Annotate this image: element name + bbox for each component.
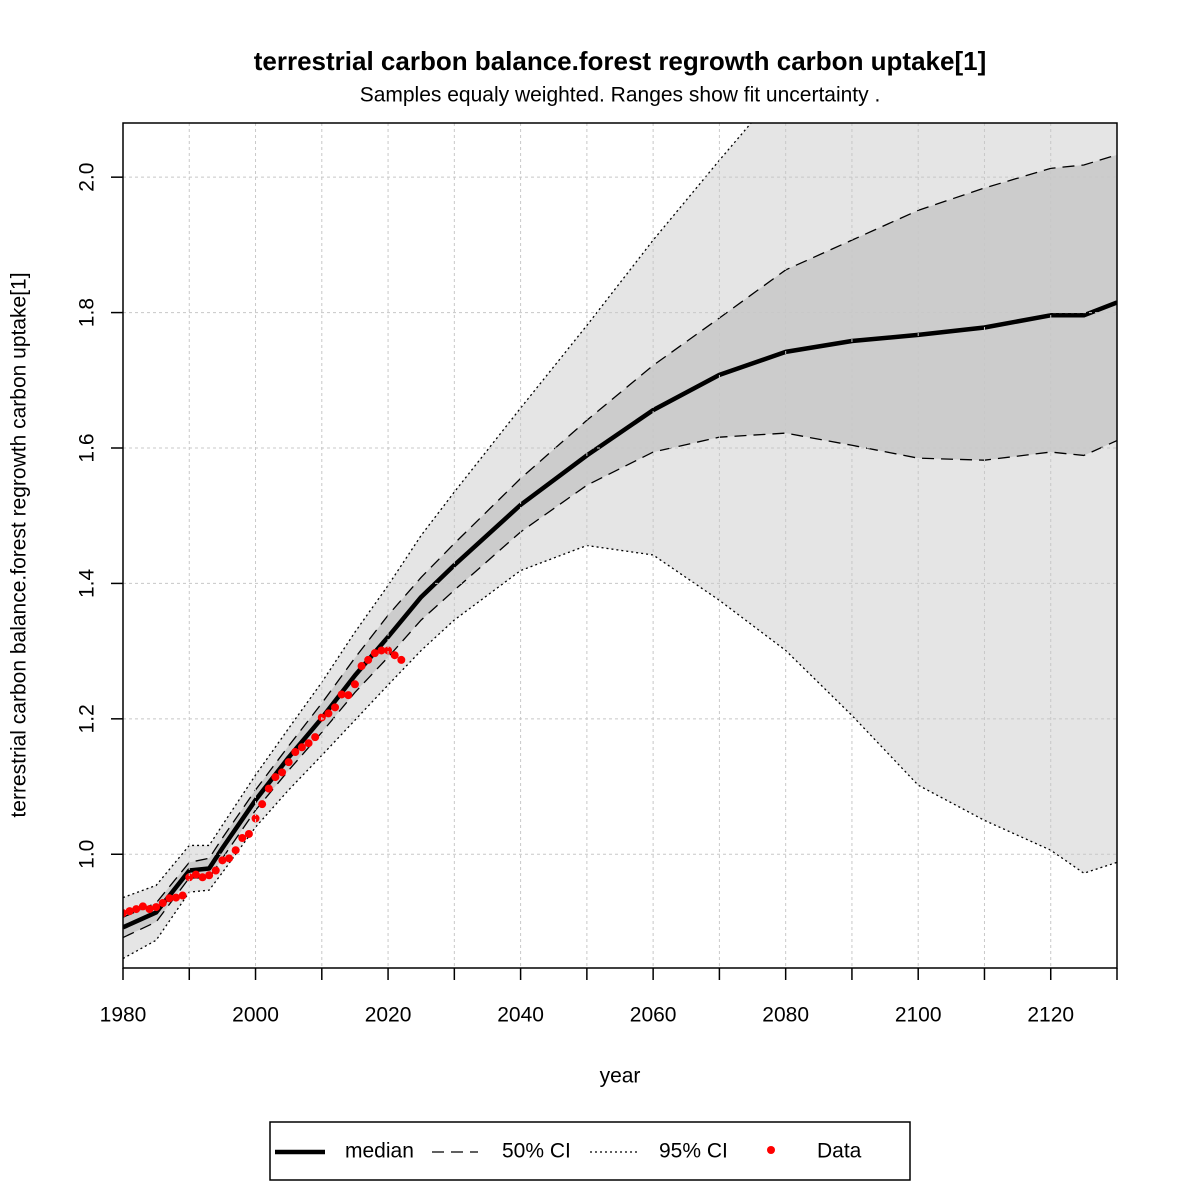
- data-point: [158, 899, 167, 907]
- data-point: [297, 743, 306, 752]
- data-point: [337, 690, 346, 699]
- y-tick-label: 1.8: [76, 298, 99, 327]
- data-point: [231, 846, 240, 855]
- data-point: [178, 891, 187, 900]
- data-point: [238, 834, 247, 842]
- data-point: [278, 768, 287, 777]
- data-point: [291, 748, 300, 757]
- legend-label: 50% CI: [502, 1140, 571, 1163]
- plot-border: [122, 122, 1118, 969]
- chart-title: terrestrial carbon balance.forest regrow…: [254, 46, 987, 76]
- legend-swatch: [767, 1146, 775, 1154]
- ci-line: [123, 544, 1117, 960]
- legend-box: [269, 1121, 911, 1181]
- median-line: [123, 300, 1117, 930]
- data-point: [251, 814, 260, 823]
- x-tick-label: 2020: [365, 1004, 412, 1027]
- data-point: [384, 646, 393, 655]
- x-tick-label: 2080: [762, 1004, 809, 1027]
- data-point: [331, 703, 340, 712]
- data-point: [304, 739, 313, 748]
- data-point: [357, 662, 366, 671]
- data-point: [311, 733, 320, 742]
- y-tick-label: 1.4: [76, 569, 99, 599]
- data-point: [205, 871, 214, 880]
- data-point: [152, 903, 161, 912]
- data-point: [344, 691, 353, 700]
- data-point: [264, 784, 273, 793]
- data-point: [370, 649, 379, 658]
- data-point: [218, 856, 227, 865]
- x-tick-label: 2000: [232, 1004, 279, 1027]
- data-point: [350, 680, 359, 689]
- data-point: [125, 907, 134, 916]
- data-point: [397, 655, 406, 664]
- data-point: [271, 773, 280, 782]
- legend-label: Data: [817, 1140, 862, 1163]
- data-point: [165, 894, 174, 903]
- data-point: [198, 873, 207, 882]
- legend-label: 95% CI: [659, 1140, 728, 1163]
- data-point: [145, 905, 154, 914]
- y-axis-label: terrestrial carbon balance.forest regrow…: [8, 272, 31, 817]
- data-point: [364, 655, 373, 664]
- data-point: [132, 905, 141, 914]
- y-tick-label: 2.0: [76, 163, 99, 192]
- y-tick-label: 1.0: [76, 840, 99, 869]
- data-point: [172, 893, 181, 902]
- data-point: [225, 854, 234, 863]
- x-tick-label: 2040: [497, 1004, 544, 1027]
- data-point: [211, 866, 220, 875]
- data-point: [377, 646, 386, 655]
- ci-band: [123, 154, 1117, 938]
- plot-area: [123, 123, 1117, 960]
- data-point: [191, 870, 200, 879]
- data-point: [244, 829, 253, 838]
- data-point: [390, 651, 399, 660]
- data-point: [185, 873, 194, 882]
- data-point: [324, 709, 333, 718]
- x-tick-label: 2100: [895, 1004, 942, 1027]
- ci-line: [123, 154, 1117, 918]
- data-point: [258, 800, 267, 809]
- y-tick-label: 1.2: [76, 704, 99, 733]
- x-axis-label: year: [600, 1065, 641, 1088]
- chart-subtitle: Samples equaly weighted. Ranges show fit…: [360, 84, 881, 107]
- x-tick-label: 1980: [100, 1004, 147, 1027]
- x-tick-label: 2120: [1027, 1004, 1074, 1027]
- legend-label: median: [345, 1140, 414, 1163]
- y-tick-label: 1.6: [76, 433, 99, 462]
- data-point: [284, 758, 293, 767]
- data-point: [138, 902, 147, 911]
- x-tick-label: 2060: [630, 1004, 677, 1027]
